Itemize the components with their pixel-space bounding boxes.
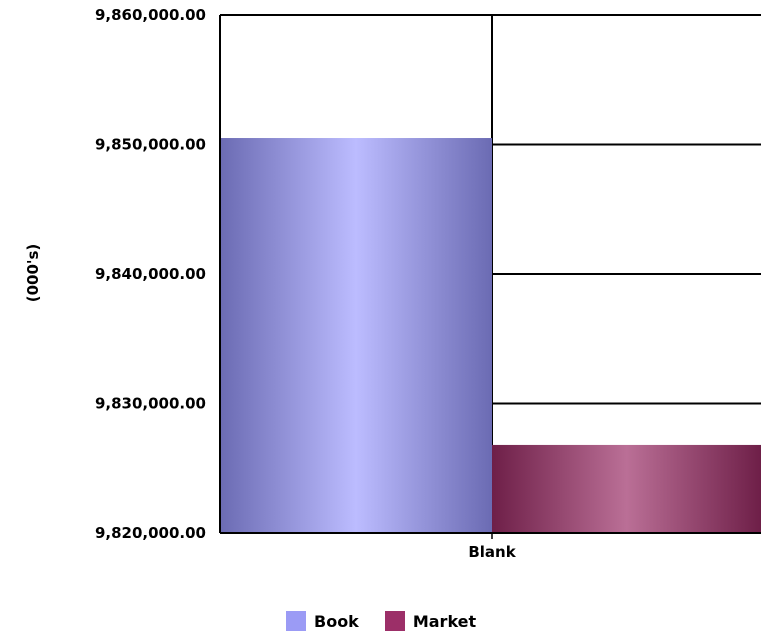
y-axis-label: (000's)	[24, 244, 42, 303]
legend-label-market: Market	[412, 611, 477, 631]
legend-swatch-book	[286, 611, 306, 631]
bar-book	[220, 138, 492, 533]
legend: Book Market	[286, 611, 476, 631]
x-tick-label-0: Blank	[468, 543, 516, 561]
y-tick-label-4: 9,860,000.00	[95, 6, 206, 24]
legend-label-book: Book	[314, 611, 359, 631]
axes	[219, 15, 761, 539]
legend-item-market: Market	[384, 611, 477, 631]
y-tick-label-1: 9,830,000.00	[95, 395, 206, 413]
y-tick-label-2: 9,840,000.00	[95, 265, 206, 283]
legend-item-book: Book	[286, 611, 359, 631]
y-tick-label-0: 9,820,000.00	[95, 524, 206, 542]
bars	[220, 138, 761, 533]
bar-market	[492, 444, 761, 533]
y-tick-label-3: 9,850,000.00	[95, 136, 206, 154]
y-tick-labels: 9,820,000.00 9,830,000.00 9,840,000.00 9,85…	[95, 6, 206, 542]
legend-swatch-market	[384, 611, 405, 631]
x-tick-labels: Blank	[468, 543, 516, 561]
